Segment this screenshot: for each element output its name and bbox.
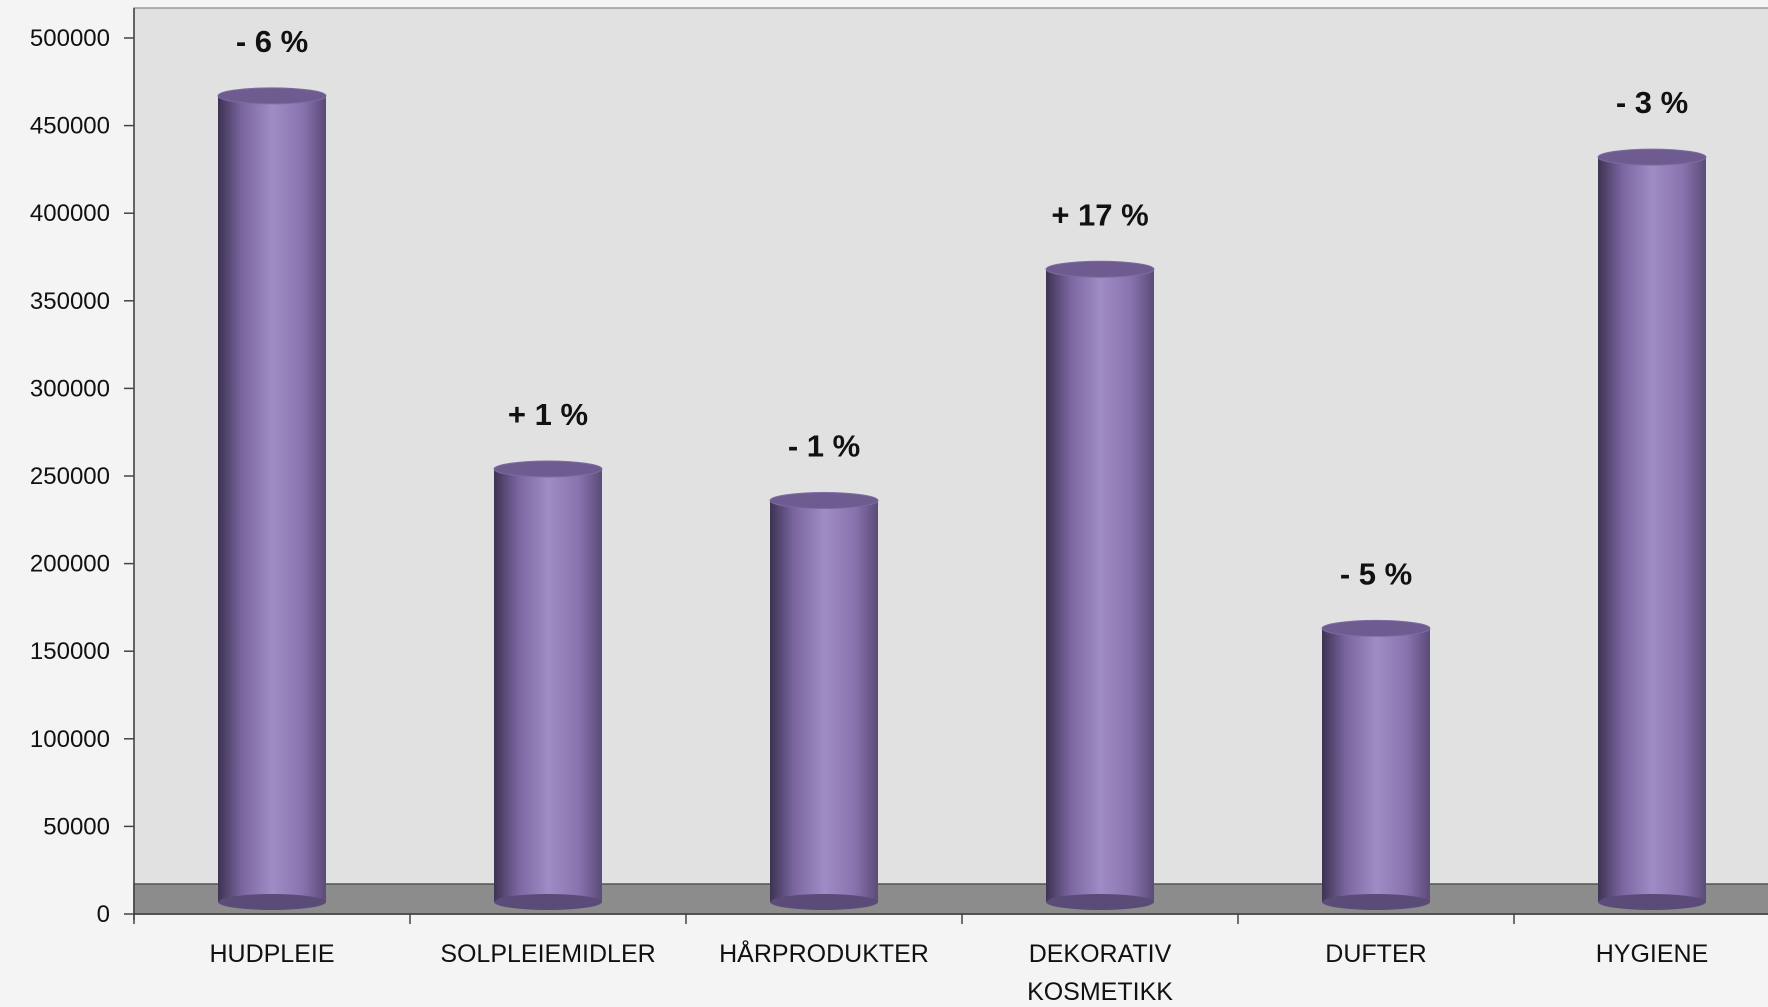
bar-top: [769, 492, 879, 510]
bar: [1045, 260, 1155, 910]
bar-top: [217, 87, 327, 105]
category-label: SOLPLEIEMIDLER: [440, 940, 655, 968]
data-label: - 1 %: [788, 429, 860, 464]
category-label: HÅRPRODUKTER: [719, 938, 929, 968]
bar-body: [218, 95, 326, 903]
bar-body: [770, 500, 878, 902]
bar-base: [494, 894, 602, 910]
y-tick-label: 50000: [43, 813, 110, 840]
bar-body: [1322, 628, 1430, 902]
category-label: HYGIENE: [1596, 940, 1709, 968]
y-tick-label: 350000: [30, 288, 110, 315]
bar-top: [493, 460, 603, 478]
y-tick-label: 400000: [30, 200, 110, 227]
bar-body: [1046, 269, 1154, 902]
category-label: DUFTER: [1325, 940, 1426, 968]
plot-area: [133, 7, 1768, 915]
data-label: - 5 %: [1340, 556, 1412, 591]
bar-top: [1597, 148, 1707, 166]
y-tick-label: 500000: [30, 25, 110, 52]
category-label: DEKORATIV: [1029, 940, 1172, 968]
floor: [133, 883, 1768, 915]
bar: [493, 460, 603, 910]
bar-top: [1321, 619, 1431, 637]
data-label: + 17 %: [1051, 197, 1148, 232]
data-label: - 3 %: [1616, 85, 1688, 120]
bar-base: [1598, 894, 1706, 910]
bar: [1597, 148, 1707, 910]
bar-top: [1045, 260, 1155, 278]
y-tick-label: 0: [97, 901, 110, 928]
y-tick-label: 100000: [30, 726, 110, 753]
bar-body: [494, 468, 602, 902]
y-tick-label: 200000: [30, 551, 110, 578]
y-tick-label: 250000: [30, 463, 110, 490]
bar: [1321, 619, 1431, 910]
y-tick-label: 150000: [30, 638, 110, 665]
y-tick-label: 300000: [30, 375, 110, 402]
bar-base: [1322, 894, 1430, 910]
data-label: - 6 %: [236, 24, 308, 59]
category-label: HUDPLEIE: [209, 940, 334, 968]
y-tick-label: 450000: [30, 113, 110, 140]
bar-base: [770, 894, 878, 910]
bar-base: [1046, 894, 1154, 910]
bar: [217, 87, 327, 910]
data-label: + 1 %: [508, 397, 588, 432]
bar-body: [1598, 157, 1706, 903]
bar: [769, 492, 879, 910]
bar-base: [218, 894, 326, 910]
category-label: KOSMETIKK: [1027, 978, 1173, 1006]
